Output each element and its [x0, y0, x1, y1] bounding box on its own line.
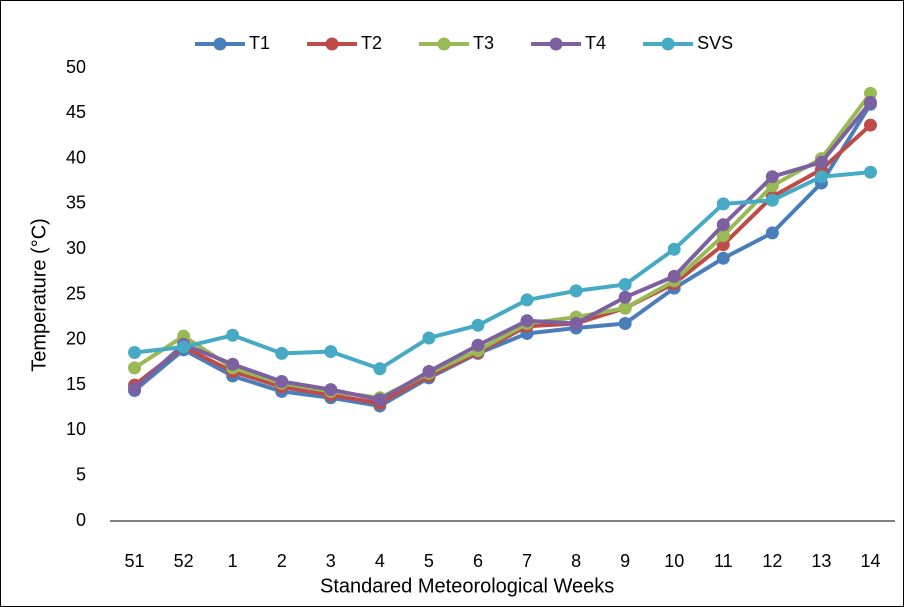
legend-label: T3: [473, 33, 494, 53]
data-point: [226, 357, 240, 371]
data-point: [569, 284, 583, 298]
data-point: [618, 278, 632, 292]
x-tick-label: 5: [424, 551, 434, 571]
series-line: [133, 92, 873, 400]
data-point: [324, 345, 338, 359]
y-tick-label: 30: [66, 238, 86, 258]
y-tick-label: 10: [66, 419, 86, 439]
data-point: [814, 155, 828, 169]
legend-marker: [437, 37, 451, 51]
x-tick-label: 12: [762, 551, 782, 571]
data-point: [520, 314, 534, 328]
data-point: [471, 338, 485, 352]
data-point: [275, 374, 289, 388]
data-point: [863, 95, 877, 109]
y-tick-label: 25: [66, 283, 86, 303]
y-tick-label: 20: [66, 329, 86, 349]
legend-label: SVS: [697, 33, 733, 53]
data-point: [716, 229, 730, 243]
data-point: [422, 365, 436, 379]
data-point: [618, 290, 632, 304]
series-line: [134, 170, 871, 371]
legend-label: T1: [249, 33, 270, 53]
y-tick-label: 0: [76, 510, 86, 530]
data-point: [618, 316, 632, 330]
x-tick-label: 51: [125, 551, 145, 571]
y-tick-label: 35: [66, 193, 86, 213]
data-point: [716, 251, 730, 265]
legend-marker: [213, 37, 227, 51]
data-point: [275, 346, 289, 360]
data-point: [422, 331, 436, 345]
data-point: [226, 328, 240, 342]
data-point: [765, 226, 779, 240]
legend-label: T2: [361, 33, 382, 53]
x-tick-label: 14: [860, 551, 880, 571]
data-point: [177, 340, 191, 354]
data-point: [765, 170, 779, 184]
legend-label: T4: [585, 33, 606, 53]
data-point: [128, 345, 142, 359]
data-point: [716, 218, 730, 232]
data-point: [618, 301, 632, 315]
data-point: [765, 193, 779, 207]
data-point: [373, 362, 387, 376]
data-point: [471, 318, 485, 332]
x-tick-label: 4: [375, 551, 385, 571]
data-point: [324, 383, 338, 397]
x-tick-label: 6: [473, 551, 483, 571]
x-tick-label: 1: [228, 551, 238, 571]
x-tick-label: 10: [664, 551, 684, 571]
data-point: [716, 238, 730, 252]
x-tick-label: 2: [277, 551, 287, 571]
data-point: [863, 118, 877, 132]
x-tick-label: 52: [174, 551, 194, 571]
x-tick-label: 8: [571, 551, 581, 571]
y-axis-title: Temperature (°C): [28, 218, 50, 372]
data-point: [667, 242, 681, 256]
legend-marker: [661, 37, 675, 51]
data-point: [667, 269, 681, 283]
y-tick-label: 50: [66, 57, 86, 77]
x-tick-label: 3: [326, 551, 336, 571]
data-point: [520, 293, 534, 307]
y-tick-label: 5: [76, 464, 86, 484]
x-tick-label: 7: [522, 551, 532, 571]
x-tick-label: 13: [811, 551, 831, 571]
data-point: [863, 86, 877, 100]
legend-marker: [549, 37, 563, 51]
data-point: [863, 165, 877, 179]
y-tick-label: 15: [66, 374, 86, 394]
x-axis-title: Standared Meteorological Weeks: [320, 575, 614, 597]
series-line: [133, 103, 873, 408]
data-point: [716, 197, 730, 211]
x-tick-label: 9: [620, 551, 630, 571]
data-point: [569, 316, 583, 330]
data-point: [814, 170, 828, 184]
data-point: [373, 393, 387, 407]
x-tick-label: 11: [714, 551, 733, 571]
legend-marker: [325, 37, 339, 51]
data-point: [128, 361, 142, 375]
y-tick-label: 40: [66, 147, 86, 167]
y-tick-label: 45: [66, 102, 86, 122]
data-point: [128, 382, 142, 396]
